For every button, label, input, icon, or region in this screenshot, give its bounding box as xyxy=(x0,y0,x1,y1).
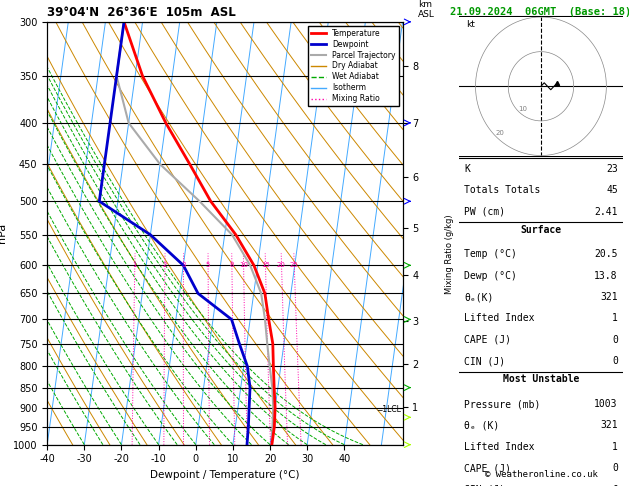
Text: 25: 25 xyxy=(290,262,299,268)
Text: 0: 0 xyxy=(612,463,618,473)
Text: 0: 0 xyxy=(612,335,618,345)
Text: 13.8: 13.8 xyxy=(594,271,618,281)
Text: km
ASL: km ASL xyxy=(418,0,435,19)
Text: 5: 5 xyxy=(206,262,210,268)
Text: θₑ(K): θₑ(K) xyxy=(464,292,494,302)
Text: 2.41: 2.41 xyxy=(594,207,618,217)
Text: PW (cm): PW (cm) xyxy=(464,207,505,217)
Text: Pressure (mb): Pressure (mb) xyxy=(464,399,540,409)
Text: kt: kt xyxy=(465,20,475,29)
Text: CIN (J): CIN (J) xyxy=(464,356,505,366)
Text: 321: 321 xyxy=(600,420,618,431)
Text: 39°04'N  26°36'E  105m  ASL: 39°04'N 26°36'E 105m ASL xyxy=(47,6,236,19)
Text: 45: 45 xyxy=(606,185,618,195)
Text: 23: 23 xyxy=(606,164,618,174)
Text: 15: 15 xyxy=(261,262,270,268)
Legend: Temperature, Dewpoint, Parcel Trajectory, Dry Adiabat, Wet Adiabat, Isotherm, Mi: Temperature, Dewpoint, Parcel Trajectory… xyxy=(308,26,399,106)
Text: 0: 0 xyxy=(612,485,618,486)
Text: 1: 1 xyxy=(612,313,618,324)
Text: Dewp (°C): Dewp (°C) xyxy=(464,271,517,281)
Text: Lifted Index: Lifted Index xyxy=(464,313,535,324)
Text: © weatheronline.co.uk: © weatheronline.co.uk xyxy=(484,469,598,479)
Text: 8: 8 xyxy=(230,262,234,268)
Text: 1003: 1003 xyxy=(594,399,618,409)
Text: 1: 1 xyxy=(133,262,137,268)
Text: 20: 20 xyxy=(277,262,286,268)
Text: 1: 1 xyxy=(612,442,618,452)
Text: CIN (J): CIN (J) xyxy=(464,485,505,486)
Text: Totals Totals: Totals Totals xyxy=(464,185,540,195)
Text: 10: 10 xyxy=(518,105,527,111)
Text: 20.5: 20.5 xyxy=(594,249,618,260)
Text: 20: 20 xyxy=(495,130,504,136)
Text: 2: 2 xyxy=(163,262,167,268)
Text: Surface: Surface xyxy=(520,225,562,235)
Text: Temp (°C): Temp (°C) xyxy=(464,249,517,260)
Text: CAPE (J): CAPE (J) xyxy=(464,335,511,345)
Text: Mixing Ratio (g/kg): Mixing Ratio (g/kg) xyxy=(445,215,454,294)
Text: 21.09.2024  06GMT  (Base: 18): 21.09.2024 06GMT (Base: 18) xyxy=(450,7,629,17)
Text: CAPE (J): CAPE (J) xyxy=(464,463,511,473)
Text: 10: 10 xyxy=(239,262,248,268)
Text: =1LCL: =1LCL xyxy=(377,405,401,414)
Text: Most Unstable: Most Unstable xyxy=(503,374,579,384)
Text: 3: 3 xyxy=(181,262,186,268)
Text: 0: 0 xyxy=(612,356,618,366)
X-axis label: Dewpoint / Temperature (°C): Dewpoint / Temperature (°C) xyxy=(150,470,299,480)
Y-axis label: hPa: hPa xyxy=(0,223,8,243)
Text: θₑ (K): θₑ (K) xyxy=(464,420,499,431)
Text: Lifted Index: Lifted Index xyxy=(464,442,535,452)
Text: 321: 321 xyxy=(600,292,618,302)
Text: K: K xyxy=(464,164,470,174)
